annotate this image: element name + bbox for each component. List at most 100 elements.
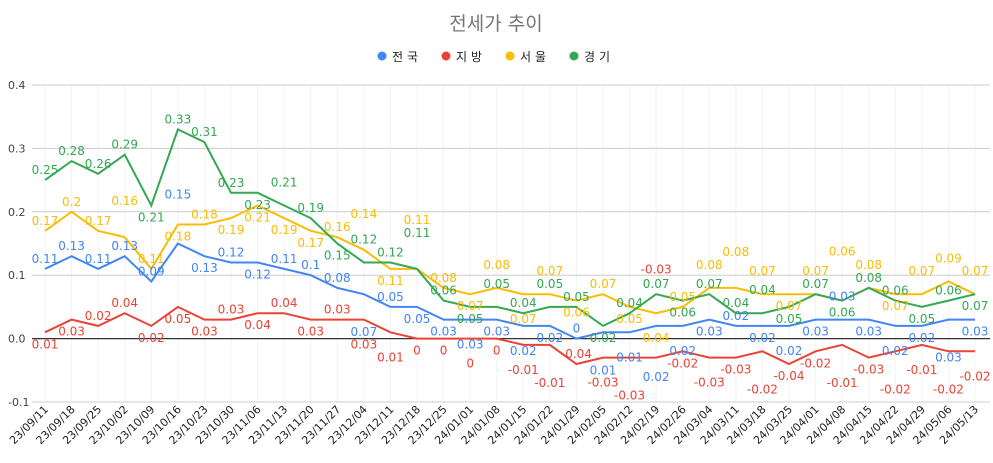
data-label: 0.05	[483, 277, 510, 291]
data-label: 0.01	[616, 350, 643, 364]
data-label: 0.16	[111, 194, 138, 208]
y-axis: 0.40.30.20.10.0-0.1	[8, 79, 29, 409]
data-label: 0.03	[350, 338, 377, 352]
data-label: 0.07	[590, 277, 617, 291]
data-label: 0.14	[350, 207, 377, 221]
data-label: 0.11	[404, 213, 431, 227]
data-label: 0.06	[430, 284, 457, 298]
data-label: 0.31	[191, 125, 218, 139]
y-tick-label: 0.4	[8, 79, 26, 92]
data-label: 0.07	[536, 264, 563, 278]
data-label: 0.06	[669, 306, 696, 320]
data-label: 0.09	[138, 265, 165, 279]
data-label: 0.04	[510, 296, 537, 310]
data-label: 0.03	[324, 303, 351, 317]
data-label: 0.02	[776, 344, 803, 358]
y-tick-label: -0.1	[8, 396, 29, 409]
data-label: 0.05	[536, 277, 563, 291]
y-tick-label: 0.1	[8, 269, 26, 282]
data-label: 0.07	[962, 264, 989, 278]
data-label: 0.07	[749, 264, 776, 278]
data-label: 0.04	[749, 283, 776, 297]
data-label: 0.02	[882, 344, 909, 358]
data-label: 0.02	[643, 370, 670, 384]
data-label: 0.02	[749, 331, 776, 345]
legend-item: 경기	[570, 50, 615, 64]
legend-label: 지방	[456, 50, 486, 64]
data-label: 0.03	[218, 303, 245, 317]
data-label: -0.01	[827, 376, 858, 390]
data-label: 0.21	[138, 210, 165, 224]
data-label: 0.21	[244, 210, 271, 224]
data-label: -0.01	[534, 376, 565, 390]
data-label: 0.21	[271, 175, 298, 189]
y-tick-label: 0.2	[8, 206, 26, 219]
data-label: 0.06	[935, 284, 962, 298]
data-label: 0.06	[563, 306, 590, 320]
data-label: -0.03	[853, 363, 884, 377]
data-label: 0.03	[58, 325, 85, 339]
data-label: 0.29	[111, 138, 138, 152]
data-label: 0.05	[164, 312, 191, 326]
data-label: 0	[413, 344, 421, 358]
data-label: 0.13	[191, 261, 218, 275]
data-label: 0.02	[590, 331, 617, 345]
data-label: 0.08	[696, 258, 723, 272]
data-label: 0.04	[111, 296, 138, 310]
data-label: 0	[440, 344, 448, 358]
data-label: -0.01	[508, 363, 539, 377]
data-label: 0.28	[58, 144, 85, 158]
data-label: 0.03	[191, 325, 218, 339]
data-label: -0.03	[694, 376, 725, 390]
legend-marker-icon	[506, 52, 515, 61]
data-label: 0.05	[776, 312, 803, 326]
data-label: 0.11	[32, 252, 59, 266]
data-label: 0.04	[616, 296, 643, 310]
data-label: 0.05	[457, 312, 484, 326]
data-label: 0.05	[616, 312, 643, 326]
data-label: 0.06	[829, 245, 856, 259]
data-label: -0.02	[800, 356, 831, 370]
data-label: 0.03	[297, 325, 324, 339]
data-label: 0.09	[935, 252, 962, 266]
legend-item: 전국	[378, 50, 423, 64]
data-label: 0.18	[191, 207, 218, 221]
y-tick-label: 0.3	[8, 142, 26, 155]
legend-label: 서울	[520, 50, 550, 64]
data-label: -0.03	[641, 263, 672, 277]
data-label: 0.03	[430, 325, 457, 339]
data-label: -0.04	[561, 347, 592, 361]
data-label: 0.12	[377, 246, 404, 260]
data-label: 0.08	[855, 271, 882, 285]
data-label: 0.03	[829, 290, 856, 304]
data-label: -0.04	[773, 369, 804, 383]
data-label: 0.07	[962, 299, 989, 313]
data-label: -0.02	[933, 382, 964, 396]
data-label: 0.16	[324, 220, 351, 234]
legend-item: 지방	[442, 50, 487, 64]
data-label: 0.07	[802, 277, 829, 291]
data-label: -0.02	[880, 382, 911, 396]
data-label: 0.03	[802, 325, 829, 339]
data-labels: 0.250.170.110.010.280.20.130.030.260.170…	[32, 112, 991, 402]
data-label: 0.15	[324, 249, 351, 263]
data-label: 0.05	[404, 312, 431, 326]
data-label: 0.07	[510, 312, 537, 326]
data-label: 0.05	[669, 290, 696, 304]
data-label: 0.08	[722, 245, 749, 259]
data-label: 0.17	[297, 236, 324, 250]
data-label: 0.04	[244, 318, 271, 332]
legend: 전국 지방 서울 경기	[378, 50, 615, 64]
data-label: 0.02	[536, 331, 563, 345]
data-label: -0.03	[587, 376, 618, 390]
data-label: 0.19	[297, 201, 324, 215]
data-label: 0.07	[882, 299, 909, 313]
data-label: -0.03	[614, 389, 645, 403]
data-label: 0.17	[32, 214, 59, 228]
legend-marker-icon	[378, 52, 387, 61]
data-label: 0.26	[85, 157, 112, 171]
legend-label: 전국	[392, 50, 422, 64]
data-label: 0.05	[377, 290, 404, 304]
data-label: 0.02	[85, 309, 112, 323]
